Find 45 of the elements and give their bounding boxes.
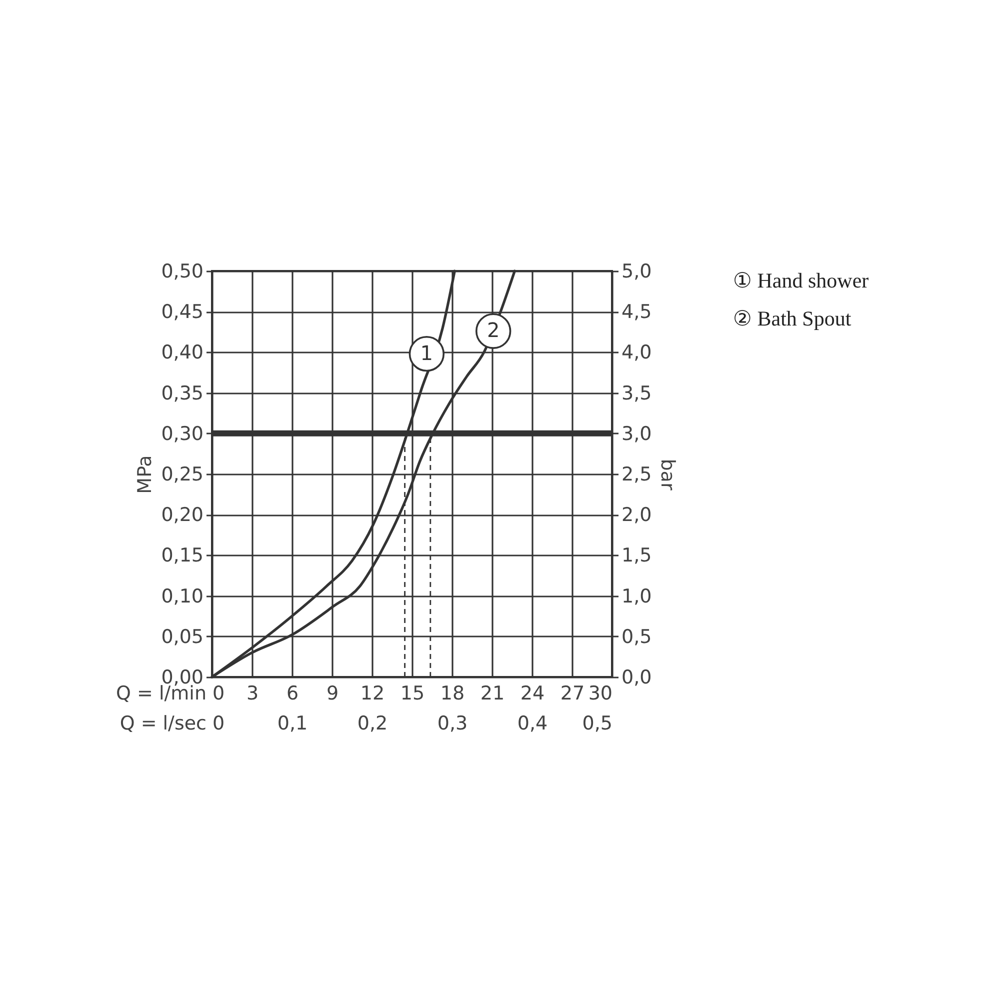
y2-tick-label: 5,0 [622,260,652,282]
text: ① Hand shower [733,268,869,292]
y-tick-label: 0,20 [161,504,204,526]
x-tick-label: 6 [286,682,299,704]
x-tick-label: 12 [360,682,385,704]
y-axis-title: MPa [134,455,156,494]
x2-tick-label: 0,2 [357,712,388,734]
y-tick-label: 0,10 [161,585,204,608]
y2-tick-label: 0,5 [622,626,652,648]
y-tick-label: 0,50 [161,260,204,282]
x-tick-label: 30 [588,682,612,704]
x2-tick-label: 0,5 [582,712,612,734]
x-tick-label: 3 [246,682,259,704]
x2-tick-label: 0,3 [437,712,468,734]
y2-tick-label: 2,5 [622,464,652,486]
y2-tick-label: 3,0 [622,422,652,445]
x-tick-label: 27 [560,682,585,704]
y-tick-label: 0,25 [161,464,204,486]
x2-tick-label: 0 [212,712,225,734]
y-tick-label: 0,30 [161,422,204,445]
y2-tick-label: 0,0 [622,666,652,688]
x-tick-label: 9 [326,682,339,704]
x-tick-label: 21 [480,682,505,704]
x2-axis-title: Q = l/sec [120,712,206,734]
y-tick-label: 0,05 [161,626,204,648]
y2-tick-label: 1,0 [622,585,652,608]
x-tick-label: 24 [520,682,545,704]
y-tick-label: 0,15 [161,544,204,567]
y2-axis-title: bar [656,458,679,490]
y2-tick-label: 2,0 [622,504,652,526]
x2-tick-label: 0,1 [277,712,308,734]
text: ② Bath Spout [733,306,852,330]
x-tick-label: 18 [440,682,465,704]
y-tick-label: 0,35 [161,382,204,404]
y-tick-label: 0,45 [161,301,204,324]
y2-tick-label: 4,0 [622,342,652,364]
annotation: 2 [486,318,500,342]
x2-tick-label: 0,4 [517,712,548,734]
y-tick-label: 0,40 [161,342,204,364]
x-tick-label: 0 [212,682,225,704]
annotation: 1 [420,340,434,365]
y2-tick-label: 1,5 [622,544,652,567]
y2-tick-label: 3,5 [622,382,652,404]
x-tick-label: 15 [400,682,425,704]
y2-tick-label: 4,5 [622,301,652,324]
